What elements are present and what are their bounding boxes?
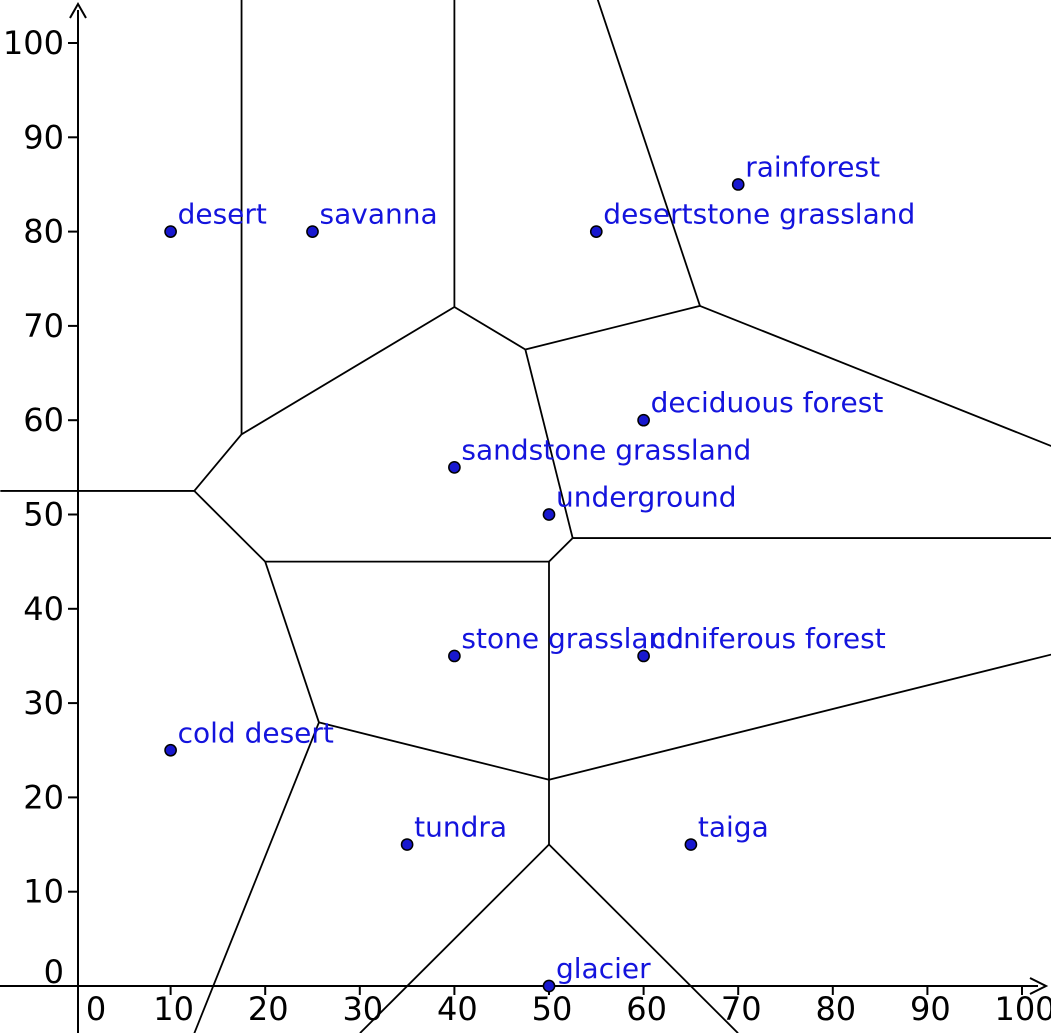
x-tick-label: 80 — [815, 990, 856, 1028]
point-label: coniferous forest — [651, 622, 886, 655]
x-tick-label: 70 — [721, 990, 762, 1028]
data-point — [164, 225, 177, 238]
voronoi-edge — [241, 306, 455, 436]
point-label: underground — [556, 481, 737, 514]
voronoi-edge — [193, 433, 243, 492]
voronoi-edge — [548, 653, 1051, 781]
y-tick-label: 70 — [23, 307, 64, 345]
data-point — [306, 225, 319, 238]
y-tick-label: 0 — [44, 953, 64, 991]
y-tick-label: 40 — [23, 590, 64, 628]
data-point — [400, 838, 414, 851]
x-tick-label: 10 — [153, 990, 194, 1028]
data-point — [637, 413, 650, 427]
x-tick-label: 20 — [248, 990, 289, 1028]
voronoi-edge — [359, 843, 550, 1033]
y-tick-label: 60 — [23, 401, 64, 439]
data-point — [164, 743, 177, 757]
y-tick-label: 50 — [23, 496, 64, 534]
data-point — [731, 178, 745, 191]
point-label: tundra — [414, 811, 507, 844]
data-point — [684, 838, 698, 851]
voronoi-edge — [193, 490, 266, 563]
x-tick-label: 40 — [437, 990, 478, 1028]
point-label: taiga — [698, 811, 769, 844]
x-tick-label: 100 — [994, 990, 1051, 1028]
voronoi-edge — [596, 0, 701, 307]
x-tick-label: 60 — [626, 990, 667, 1028]
x-tick-label: 90 — [910, 990, 951, 1028]
voronoi-edge — [318, 721, 550, 781]
point-label: stone grassland — [461, 622, 684, 655]
data-point — [448, 461, 461, 474]
y-axis-arrow-icon — [69, 1, 87, 19]
data-point — [542, 979, 556, 993]
x-tick-label: 50 — [532, 990, 573, 1028]
x-axis-arrow-icon — [1029, 977, 1049, 995]
y-tick-label: 20 — [23, 778, 64, 816]
voronoi-edge — [193, 722, 320, 1033]
y-tick-label: 90 — [23, 118, 64, 156]
data-point — [542, 508, 556, 521]
voronoi-edge — [699, 305, 1051, 447]
y-tick-label: 30 — [23, 684, 64, 722]
y-tick-label: 10 — [23, 873, 64, 911]
point-label: desertstone grassland — [603, 198, 915, 231]
data-point — [589, 225, 603, 238]
x-tick-label: 0 — [86, 990, 106, 1028]
point-label: rainforest — [745, 150, 880, 183]
point-label: cold desert — [178, 716, 334, 749]
voronoi-edge — [525, 305, 701, 351]
point-label: deciduous forest — [651, 386, 884, 419]
point-label: savanna — [320, 198, 438, 231]
data-point — [637, 649, 650, 663]
point-label: glacier — [556, 952, 651, 985]
y-tick-label: 80 — [23, 213, 64, 251]
point-label: desert — [178, 198, 267, 231]
voronoi-edge — [548, 537, 574, 563]
voronoi-edge — [524, 349, 574, 539]
voronoi-edge — [548, 843, 739, 1033]
voronoi-edge — [264, 561, 320, 723]
x-tick-label: 30 — [342, 990, 383, 1028]
point-label: sandstone grassland — [461, 433, 751, 466]
y-tick-label: 100 — [3, 24, 64, 62]
data-point — [448, 649, 461, 663]
voronoi-edge — [453, 306, 526, 351]
